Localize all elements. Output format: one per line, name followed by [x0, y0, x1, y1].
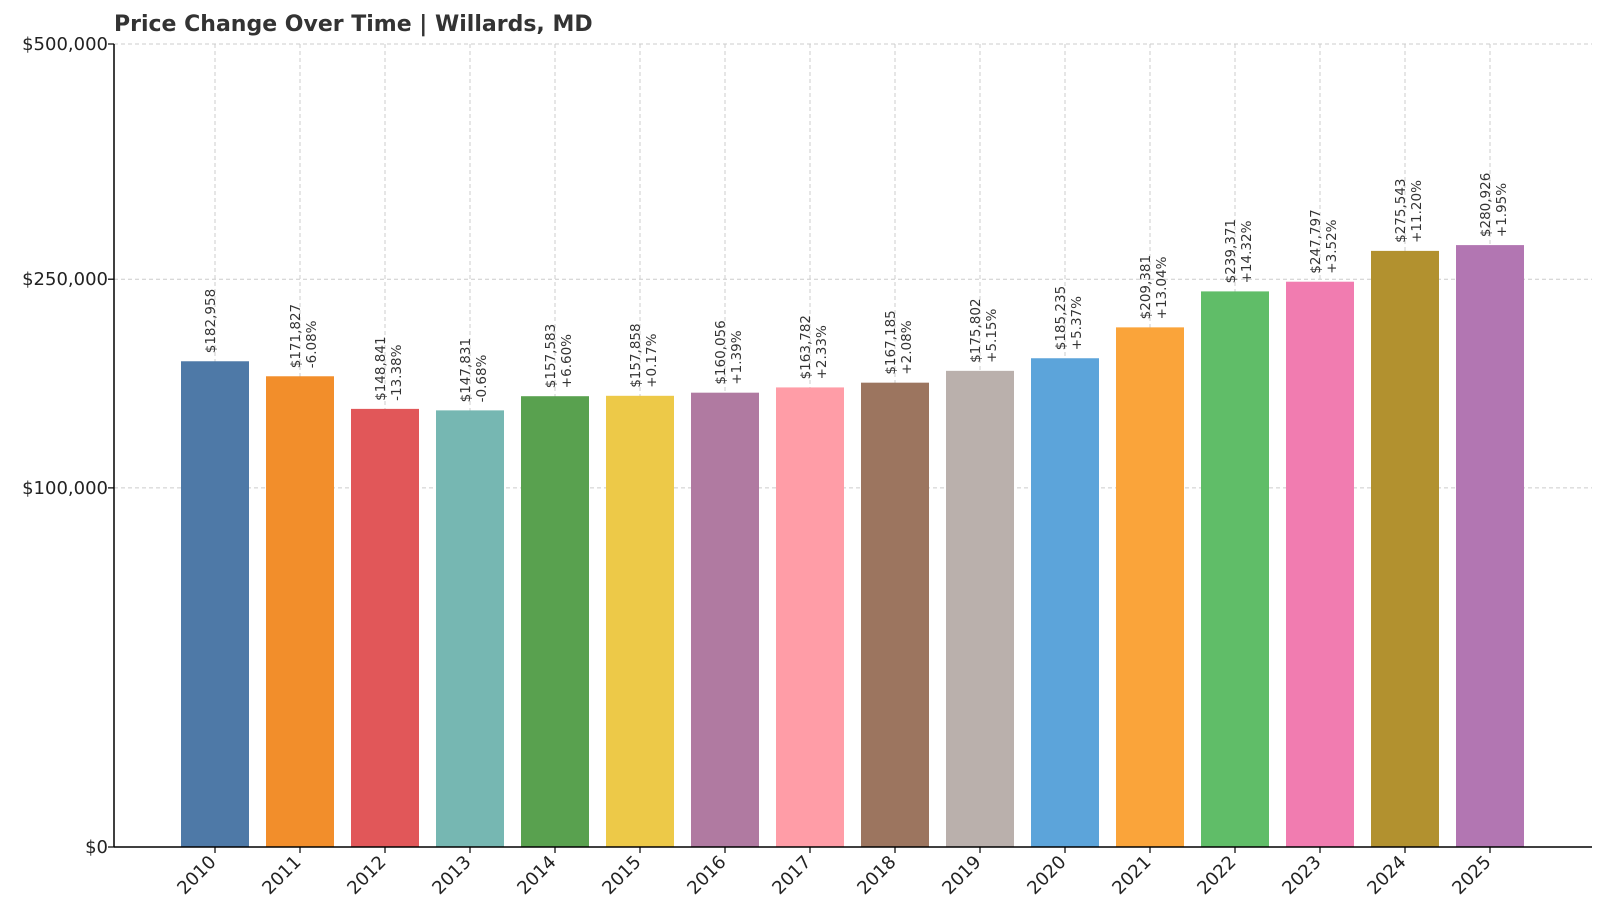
- bar: [181, 361, 249, 847]
- value-label: $157,583: [543, 324, 559, 388]
- y-tick-label: $250,000: [22, 269, 108, 290]
- value-label: $163,782: [798, 315, 814, 379]
- x-tick-label: 2013: [428, 852, 475, 899]
- x-tick-label: 2022: [1193, 852, 1240, 899]
- value-label: $280,926: [1478, 173, 1494, 237]
- x-tick-label: 2021: [1108, 852, 1155, 899]
- bar: [266, 376, 334, 847]
- change-label: -0.68%: [474, 354, 490, 402]
- bar: [776, 387, 844, 847]
- change-label: +0.17%: [644, 333, 660, 387]
- value-label: $209,381: [1138, 255, 1154, 319]
- bar: [606, 395, 674, 847]
- bar: [946, 370, 1014, 847]
- x-tick-label: 2023: [1278, 852, 1325, 899]
- value-label: $275,543: [1393, 178, 1409, 242]
- change-label: -6.08%: [304, 320, 320, 368]
- value-label: $185,235: [1053, 286, 1069, 350]
- bars: [181, 245, 1524, 848]
- x-tick-label: 2016: [683, 852, 730, 899]
- change-label: +13.04%: [1154, 256, 1170, 319]
- change-label: +2.08%: [899, 320, 915, 374]
- value-label: $148,841: [373, 336, 389, 400]
- change-label: +6.60%: [559, 334, 575, 388]
- change-label: +5.37%: [1069, 296, 1085, 350]
- value-label: $182,958: [203, 289, 219, 353]
- value-label: $160,056: [713, 320, 729, 384]
- x-tick-label: 2020: [1023, 852, 1070, 899]
- x-tick-label: 2018: [853, 852, 900, 899]
- value-label: $247,797: [1308, 209, 1324, 273]
- change-label: -13.38%: [389, 344, 405, 401]
- axes: [108, 43, 1592, 853]
- y-tick-label: $100,000: [22, 478, 108, 499]
- change-label: +11.20%: [1409, 180, 1425, 243]
- bar: [861, 382, 929, 847]
- bar: [1456, 245, 1524, 848]
- y-tick-label: $500,000: [22, 34, 108, 55]
- grid-lines: [114, 43, 1592, 847]
- change-label: +3.52%: [1324, 219, 1340, 273]
- value-label: $167,185: [883, 310, 899, 374]
- bar: [1116, 327, 1184, 847]
- change-label: +5.15%: [984, 308, 1000, 362]
- value-label: $171,827: [288, 304, 304, 368]
- x-tick-label: 2024: [1363, 852, 1410, 899]
- bar: [691, 392, 759, 847]
- bar: [1371, 250, 1439, 848]
- x-tick-label: 2015: [598, 852, 645, 899]
- value-label: $147,831: [458, 338, 474, 402]
- bar: [436, 410, 504, 847]
- x-tick-label: 2012: [343, 852, 390, 899]
- x-tick-label: 2019: [938, 852, 985, 899]
- bar: [1031, 358, 1099, 847]
- bar: [351, 408, 419, 847]
- x-tick-label: 2010: [173, 852, 220, 899]
- value-label: $175,802: [968, 298, 984, 362]
- bar: [1201, 291, 1269, 847]
- x-tick-label: 2025: [1448, 852, 1495, 899]
- x-tick-label: 2017: [768, 852, 815, 899]
- change-label: +2.33%: [814, 325, 830, 379]
- change-label: +14.32%: [1239, 220, 1255, 283]
- change-label: +1.39%: [729, 330, 745, 384]
- bar: [521, 396, 589, 847]
- bar: [1286, 281, 1354, 847]
- y-tick-label: $0: [85, 837, 108, 858]
- x-tick-label: 2011: [258, 852, 305, 899]
- value-label: $157,858: [628, 323, 644, 387]
- change-label: +1.95%: [1494, 183, 1510, 237]
- chart-title: Price Change Over Time | Willards, MD: [114, 12, 593, 37]
- x-tick-label: 2014: [513, 852, 560, 899]
- value-label: $239,371: [1223, 219, 1239, 283]
